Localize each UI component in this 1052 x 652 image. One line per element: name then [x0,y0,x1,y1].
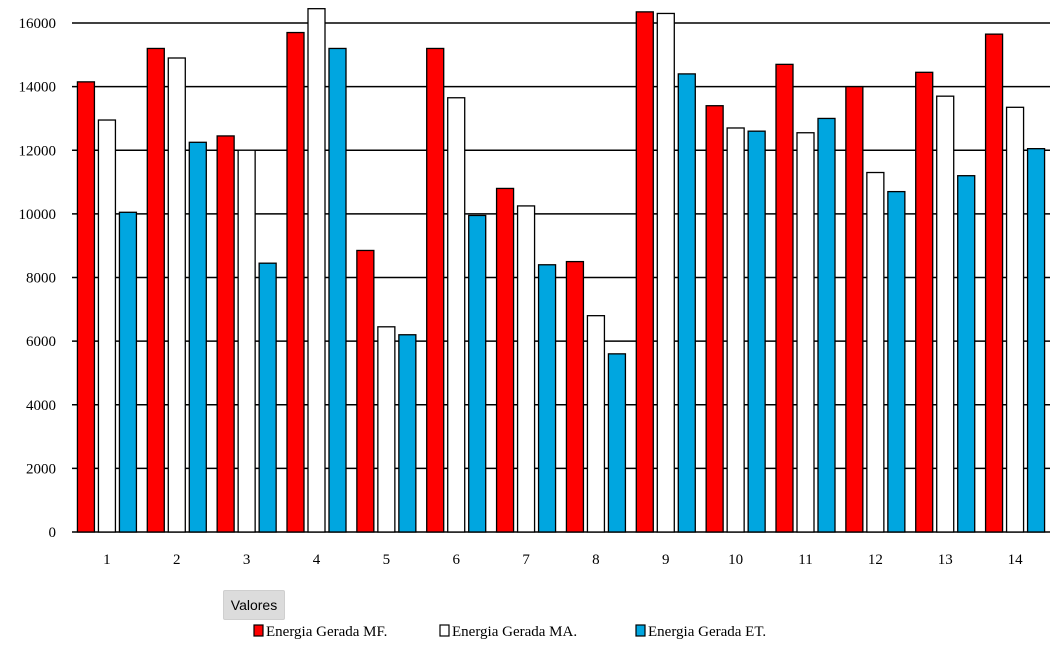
bar [447,97,466,533]
bar [537,264,557,533]
bar [307,8,326,533]
bar [97,119,117,533]
legend-swatch [253,624,264,637]
y-tick-label: 6000 [26,334,56,350]
bar [656,12,675,533]
bar [677,73,696,533]
x-axis-ticks: 1 2 3 4 5 6 7 8 9 10 11 12 13 14 [103,552,1023,568]
bar [775,63,794,533]
values-field-button[interactable]: Valores [223,590,285,620]
y-tick-label: 2000 [26,461,56,477]
bar [1026,148,1046,533]
bar [796,132,815,533]
legend-label: Energia Gerada MA. [452,624,577,640]
bar [398,334,417,533]
bar [328,47,347,533]
grid-lines [72,22,1050,533]
x-tick-label: 11 [798,552,812,568]
bar [705,105,724,533]
bar [356,249,375,533]
x-tick-label: 7 [522,552,530,568]
bar [237,149,256,533]
bar [607,353,627,533]
x-tick-label: 5 [383,552,391,568]
x-tick-label: 3 [243,552,251,568]
y-tick-label: 10000 [19,207,57,223]
legend: Energia Gerada MF. Energia Gerada MA. Ener… [253,624,766,640]
bar [286,31,305,533]
bar [258,262,277,533]
bar [516,205,536,533]
y-tick-label: 8000 [26,271,56,287]
legend-swatch [439,624,450,637]
y-tick-label: 14000 [19,80,57,96]
x-tick-label: 14 [1008,552,1024,568]
bar [586,315,606,533]
legend-label: Energia Gerada ET. [648,624,766,640]
x-tick-label: 6 [452,552,460,568]
y-axis-ticks: 0 2000 4000 6000 8000 10000 12000 14000 16000 [19,16,57,541]
y-tick-label: 16000 [19,16,57,32]
bar [887,190,906,533]
y-tick-label: 4000 [26,398,56,414]
y-tick-label: 0 [49,525,57,541]
bar [216,135,235,533]
bar [845,85,864,533]
bar [866,171,885,533]
bar [188,141,207,533]
x-tick-label: 9 [662,552,670,568]
bar [984,33,1004,533]
x-tick-label: 13 [938,552,953,568]
bar [495,187,515,533]
bar [957,175,976,533]
bar [817,117,836,533]
bar [726,127,745,533]
bar [167,57,186,533]
x-tick-label: 8 [592,552,600,568]
bar [565,260,585,533]
bars [76,8,1046,533]
x-tick-label: 2 [173,552,181,568]
bar [635,11,654,533]
legend-label: Energia Gerada MF. [266,624,387,640]
bar [936,95,955,533]
bar [1005,106,1025,533]
x-tick-label: 1 [103,552,111,568]
bar [76,81,96,533]
bar [747,130,766,533]
x-tick-label: 12 [868,552,883,568]
bar [118,211,138,533]
x-tick-label: 4 [313,552,321,568]
bar [146,47,165,533]
bar [468,214,487,533]
bar [915,71,934,533]
y-tick-label: 12000 [19,143,57,159]
legend-swatch [635,624,646,637]
bar [426,47,445,533]
x-tick-label: 10 [728,552,743,568]
bar [377,326,396,533]
